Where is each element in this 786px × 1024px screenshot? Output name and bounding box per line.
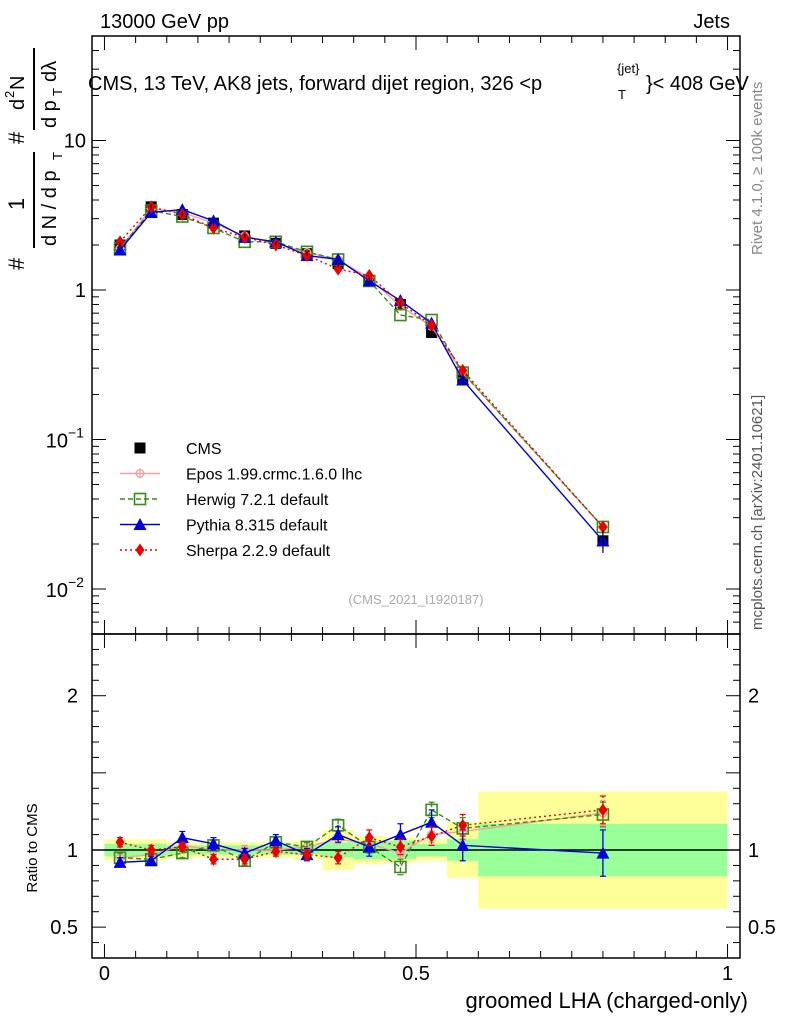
plot-title-sup: {jet} (617, 61, 640, 76)
y-tick-label-exp: −2 (68, 574, 84, 590)
x-axis-label: groomed LHA (charged-only) (466, 988, 748, 1013)
y-tick-label: 10 (46, 430, 68, 452)
sherpa-ratio-point (598, 803, 608, 817)
pythia-ratio-point (425, 815, 439, 828)
main-panel-series (113, 200, 610, 553)
ylabel-dpT-sub: T (50, 88, 65, 96)
plot-title-end: }< 408 GeV (646, 73, 750, 95)
sherpa-ratio-point (240, 852, 250, 866)
pythia-point (331, 252, 345, 265)
ylabel-d2N-end: N (7, 76, 29, 90)
legend-label-epos: Epos 1.99.crmc.1.6.0 lhc (186, 467, 362, 484)
y-tick-label: 1 (75, 280, 86, 302)
rivet-label: Rivet 4.1.0, ≥ 100k events (749, 82, 766, 255)
pythia-ratio-point (113, 855, 127, 868)
sherpa-ratio-point (364, 831, 374, 845)
ratio-y-tick-label-right: 0.5 (748, 917, 776, 939)
herwig-ratio-point (394, 860, 407, 874)
legend-label-cms: CMS (186, 441, 222, 458)
sherpa-ratio-point (209, 852, 218, 866)
pythia-ratio-point (596, 846, 610, 859)
ylabel-one: 1 (4, 198, 29, 210)
ylabel-dl: dλ (39, 61, 61, 82)
ylabel-dpT: d p (39, 100, 61, 128)
legend-label-sherpa: Sherpa 2.2.9 default (186, 543, 331, 560)
legend-label-pythia: Pythia 8.315 default (186, 518, 328, 535)
pythia-ratio-point (207, 837, 220, 850)
legend-marker-cms (134, 442, 146, 454)
ratio-ylabel-group: Ratio to CMS (24, 803, 41, 892)
sherpa-point (209, 221, 218, 235)
pythia-ratio-point (331, 828, 345, 841)
y-tick-label: 10 (46, 580, 68, 602)
ratio-y-tick-label-right: 2 (748, 686, 759, 708)
sherpa-point (364, 269, 374, 283)
plot-title-sub: T (618, 87, 626, 102)
pythia-point (113, 243, 127, 256)
sherpa-ratio-point (427, 829, 437, 843)
ylabel-dN: d N / d p (39, 170, 61, 246)
ylabel-d2N: d (7, 99, 29, 110)
ratio-y-tick-label-right: 1 (748, 840, 759, 862)
ratio-y-tick-label: 1 (67, 840, 78, 862)
sherpa-point (333, 262, 343, 276)
legend-marker-herwig (133, 492, 147, 506)
pythia-ratio-point (238, 846, 252, 859)
sherpa-point (115, 235, 125, 249)
x-tick-label: 0.5 (402, 963, 430, 985)
mcplots-label-group: mcplots.cern.ch [arXiv:2401.10621] (749, 395, 766, 630)
y-tick-label-exp: −1 (68, 424, 84, 440)
y-axis-label: # 1 d N / d p T # d 2 N d p T dλ (2, 48, 65, 270)
ylabel-dN-sub: T (50, 152, 65, 160)
ylabel-hash2: # (4, 131, 29, 144)
sherpa-ratio-point (302, 848, 312, 862)
ylabel-hash1: # (4, 257, 29, 270)
ratio-y-axis-label: Ratio to CMS (24, 803, 41, 892)
sherpa-ratio-point (395, 840, 405, 854)
legend-marker-pythia (133, 518, 147, 530)
sherpa-point (458, 363, 468, 377)
legend: CMS Epos 1.99.crmc.1.6.0 lhc Herwig 7.2.1 … (120, 441, 362, 560)
pythia-ratio-point (269, 834, 283, 847)
sherpa-point (427, 318, 437, 332)
pythia-ratio-point (393, 828, 407, 841)
legend-marker-sherpa (135, 543, 145, 557)
pythia-ratio-point (175, 831, 189, 844)
sherpa-ratio-point (333, 851, 343, 865)
sherpa-ratio-point (271, 845, 281, 859)
y-tick-label: 10 (64, 130, 86, 152)
header-left: 13000 GeV pp (100, 11, 229, 33)
ratio-y-tick-label: 0.5 (50, 917, 78, 939)
pythia-ratio-point (456, 838, 470, 851)
mcplots-label: mcplots.cern.ch [arXiv:2401.10621] (749, 395, 766, 630)
header-right: Jets (693, 11, 730, 33)
legend-label-herwig: Herwig 7.2.1 default (186, 492, 329, 509)
pythia-ratio-point (362, 840, 376, 853)
sherpa-point (598, 520, 608, 534)
sherpa-ratio-point (177, 840, 187, 854)
ratio-panel-series (113, 795, 610, 877)
sherpa-ratio-point (458, 818, 468, 832)
x-tick-label: 0 (99, 963, 110, 985)
sherpa-ratio-point (115, 835, 125, 849)
plot-title: CMS, 13 TeV, AK8 jets, forward dijet reg… (88, 61, 750, 102)
ylabel-d2N-sup: 2 (2, 91, 17, 98)
pythia-ratio-point (144, 854, 158, 867)
analysis-watermark: (CMS_2021_I1920187) (348, 592, 483, 607)
x-tick-label: 1 (722, 963, 733, 985)
ratio-y-tick-label: 2 (67, 686, 78, 708)
herwig-point (394, 308, 407, 322)
rivet-label-group: Rivet 4.1.0, ≥ 100k events (749, 82, 766, 255)
plot-title-main: CMS, 13 TeV, AK8 jets, forward dijet reg… (88, 73, 542, 95)
sherpa-ratio-point (146, 843, 156, 857)
pythia-point (207, 214, 220, 227)
